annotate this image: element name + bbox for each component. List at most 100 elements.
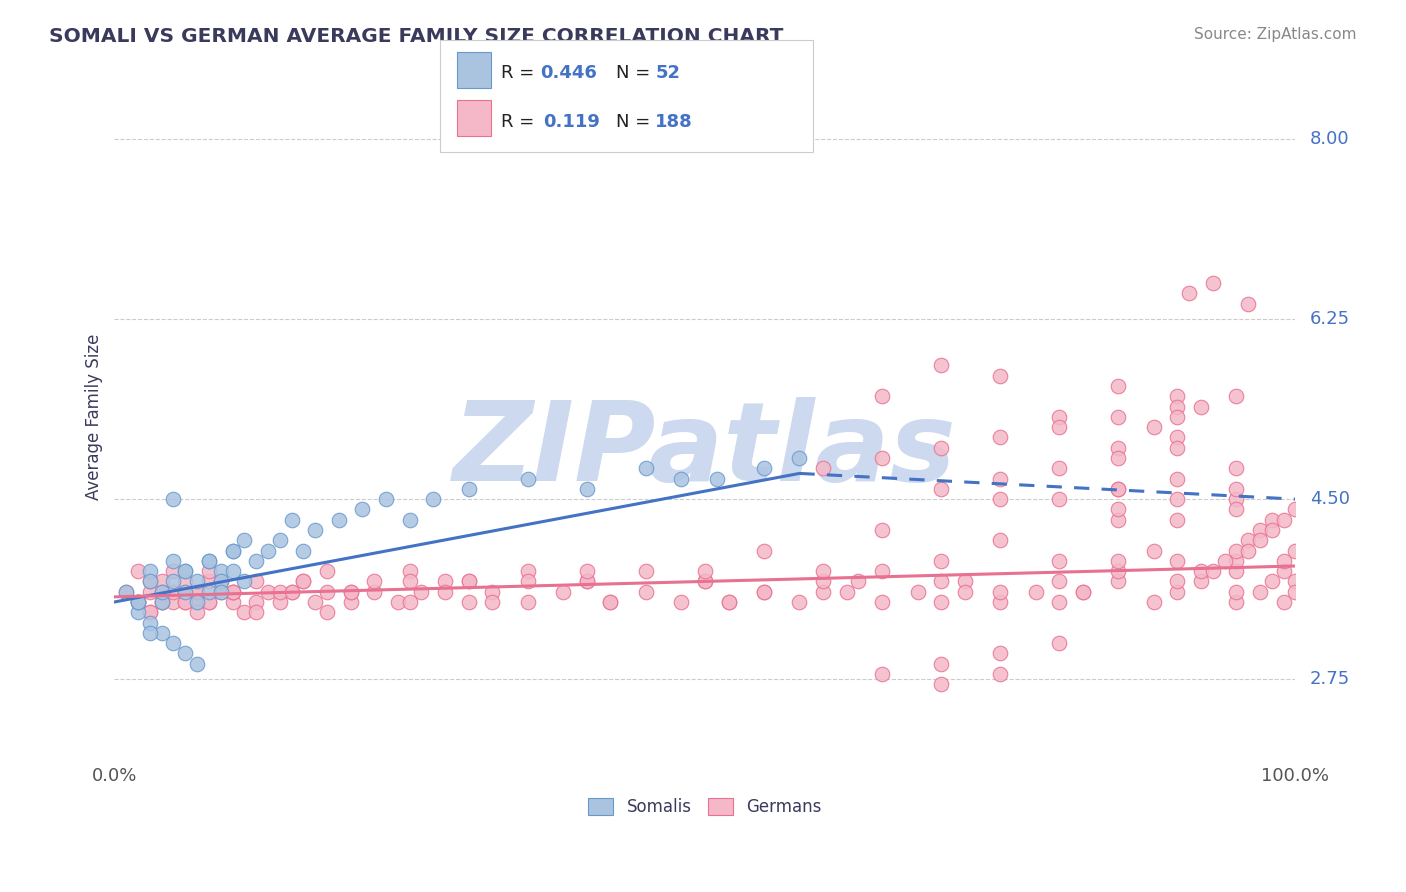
Point bbox=[352, 502, 374, 516]
Text: N =: N = bbox=[616, 112, 655, 130]
Point bbox=[870, 667, 893, 681]
Text: 0.119: 0.119 bbox=[543, 112, 599, 130]
Point bbox=[221, 584, 243, 599]
Point bbox=[198, 574, 221, 589]
Point bbox=[553, 584, 575, 599]
Point bbox=[870, 389, 893, 403]
Point bbox=[174, 584, 197, 599]
Point bbox=[811, 584, 834, 599]
Point bbox=[1284, 502, 1306, 516]
Point bbox=[257, 584, 280, 599]
Point bbox=[411, 584, 433, 599]
Point bbox=[1166, 409, 1188, 424]
Point bbox=[457, 574, 479, 589]
Point bbox=[139, 615, 162, 630]
Point bbox=[174, 595, 197, 609]
Point bbox=[127, 595, 149, 609]
Point bbox=[693, 564, 716, 578]
Point bbox=[150, 625, 173, 640]
Point bbox=[848, 574, 870, 589]
Point bbox=[186, 584, 208, 599]
Point bbox=[1249, 533, 1271, 548]
Point bbox=[127, 595, 149, 609]
Text: 0.446: 0.446 bbox=[540, 64, 596, 82]
Point bbox=[150, 574, 173, 589]
Point bbox=[457, 482, 479, 496]
Point bbox=[115, 584, 138, 599]
Point bbox=[1189, 564, 1212, 578]
Point bbox=[245, 554, 267, 568]
Point bbox=[1249, 584, 1271, 599]
Point bbox=[292, 543, 315, 558]
Point bbox=[1284, 574, 1306, 589]
Point bbox=[516, 574, 538, 589]
Point bbox=[162, 554, 184, 568]
Point bbox=[671, 472, 693, 486]
Point bbox=[1272, 513, 1295, 527]
Point bbox=[398, 513, 420, 527]
Point bbox=[139, 584, 162, 599]
Point bbox=[988, 368, 1011, 383]
Point bbox=[988, 647, 1011, 661]
Point bbox=[233, 574, 256, 589]
Point bbox=[988, 667, 1011, 681]
Point bbox=[516, 595, 538, 609]
Point bbox=[162, 584, 184, 599]
Point bbox=[186, 595, 208, 609]
Point bbox=[363, 584, 385, 599]
Point bbox=[1272, 554, 1295, 568]
Point bbox=[139, 605, 162, 619]
Point bbox=[162, 595, 184, 609]
Point bbox=[316, 584, 339, 599]
Point bbox=[339, 584, 361, 599]
Point bbox=[953, 574, 976, 589]
Point bbox=[1047, 492, 1070, 507]
Point bbox=[398, 595, 420, 609]
Point bbox=[221, 584, 243, 599]
Point bbox=[870, 450, 893, 465]
Text: ZIPatlas: ZIPatlas bbox=[453, 397, 957, 504]
Point bbox=[198, 584, 221, 599]
Point bbox=[150, 595, 173, 609]
Point bbox=[1025, 584, 1047, 599]
Point bbox=[174, 647, 197, 661]
Point bbox=[1143, 543, 1166, 558]
Point bbox=[316, 605, 339, 619]
Point bbox=[1189, 574, 1212, 589]
Point bbox=[988, 533, 1011, 548]
Point bbox=[752, 584, 775, 599]
Point bbox=[1225, 584, 1247, 599]
Point bbox=[1225, 564, 1247, 578]
Point bbox=[1071, 584, 1094, 599]
Point bbox=[988, 430, 1011, 444]
Point bbox=[811, 574, 834, 589]
Point bbox=[186, 584, 208, 599]
Point bbox=[1178, 286, 1201, 301]
Point bbox=[870, 523, 893, 537]
Point bbox=[198, 595, 221, 609]
Point bbox=[634, 564, 657, 578]
Point bbox=[988, 595, 1011, 609]
Point bbox=[269, 595, 291, 609]
Point bbox=[575, 574, 598, 589]
Point bbox=[1107, 409, 1129, 424]
Point bbox=[209, 574, 232, 589]
Point bbox=[174, 595, 197, 609]
Point bbox=[328, 513, 350, 527]
Point bbox=[789, 595, 811, 609]
Point bbox=[988, 492, 1011, 507]
Point bbox=[929, 554, 952, 568]
Point bbox=[1107, 513, 1129, 527]
Point bbox=[717, 595, 740, 609]
Point bbox=[209, 584, 232, 599]
Point bbox=[280, 513, 302, 527]
Point bbox=[835, 584, 858, 599]
Point bbox=[1202, 276, 1225, 290]
Point bbox=[292, 574, 315, 589]
Point bbox=[1261, 523, 1284, 537]
Point bbox=[1166, 554, 1188, 568]
Point bbox=[1047, 574, 1070, 589]
Point bbox=[1166, 441, 1188, 455]
Point bbox=[245, 574, 267, 589]
Point bbox=[1225, 389, 1247, 403]
